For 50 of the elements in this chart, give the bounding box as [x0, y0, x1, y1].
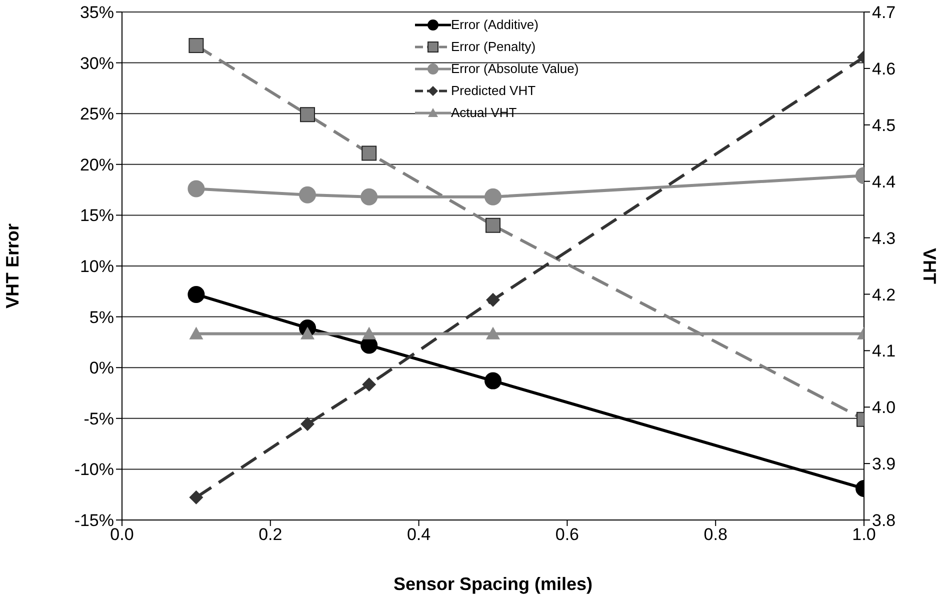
point	[189, 490, 204, 504]
y2-axis-title: VHT	[920, 248, 940, 284]
point	[300, 107, 315, 122]
point	[188, 38, 204, 54]
y2-tick-label: 4.0	[872, 398, 896, 418]
y2-tick-label: 4.5	[872, 116, 896, 135]
y-tick-label: -10%	[74, 460, 114, 480]
legend-label: Error (Penalty)	[451, 38, 536, 56]
y2-tick-label: 3.9	[872, 454, 896, 474]
y-tick-label: 30%	[80, 54, 114, 73]
y2-tick-label: 4.4	[872, 172, 896, 192]
y-tick-label: 20%	[80, 155, 114, 174]
point	[486, 326, 500, 340]
x-tick-label: 0.0	[110, 525, 134, 544]
point	[486, 218, 500, 233]
y-tick-label: 0%	[89, 358, 114, 378]
point	[188, 286, 205, 303]
point	[362, 378, 376, 392]
legend-label: Error (Absolute Value)	[451, 60, 579, 78]
x-tick-label: 0.6	[555, 525, 580, 544]
point	[484, 188, 502, 206]
x-tick-label: 0.8	[704, 525, 728, 544]
x-tick-label: 1.0	[852, 525, 876, 544]
y2-tick-label: 4.6	[872, 59, 896, 78]
legend-label: Predicted VHT	[451, 82, 536, 100]
point	[299, 186, 316, 204]
y2-tick-label: 4.7	[872, 3, 896, 22]
x-tick-label: 0.2	[258, 525, 282, 544]
point	[486, 292, 500, 307]
point	[484, 372, 502, 390]
point	[300, 417, 314, 432]
y2-tick-label: 4.1	[872, 342, 896, 361]
point	[362, 326, 376, 340]
x-axis-title: Sensor Spacing (miles)	[393, 574, 593, 594]
point	[300, 326, 314, 340]
y-tick-label: 10%	[80, 257, 114, 276]
y-tick-label: 15%	[80, 206, 114, 226]
legend-label: Error (Additive)	[451, 16, 538, 34]
point	[188, 180, 205, 198]
y-axis-title: VHT Error	[2, 223, 22, 309]
y2-tick-label: 4.3	[872, 228, 896, 248]
y-tick-label: 35%	[80, 3, 114, 22]
y-tick-label: 5%	[89, 308, 114, 327]
point	[189, 326, 204, 340]
x-tick-label: 0.4	[406, 525, 431, 544]
y2-tick-label: 4.2	[872, 285, 896, 304]
point	[362, 146, 377, 161]
y-tick-label: -5%	[84, 409, 114, 428]
y-tick-label: 25%	[80, 104, 114, 124]
point	[360, 188, 378, 206]
